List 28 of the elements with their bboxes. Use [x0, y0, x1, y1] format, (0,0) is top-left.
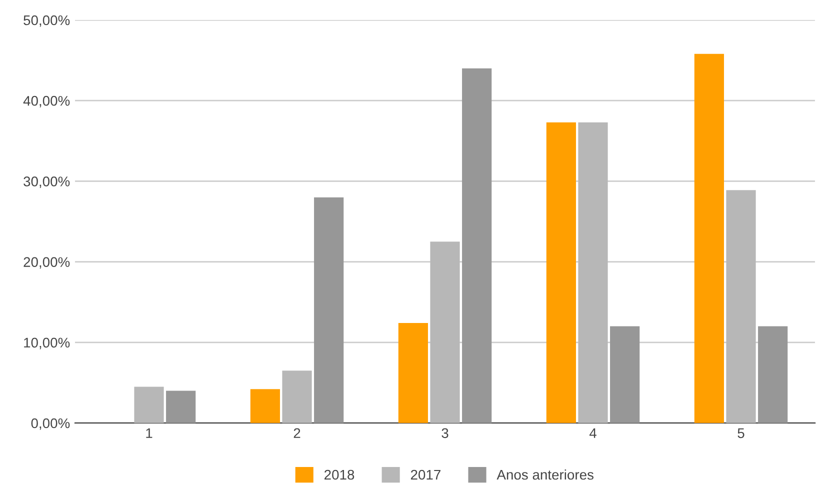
x-tick-label: 5	[738, 428, 744, 438]
y-tick-label: 40,00%	[23, 96, 70, 108]
bar	[726, 190, 756, 423]
x-tick-label: 2	[294, 428, 300, 438]
bar	[398, 323, 428, 423]
bar	[578, 122, 608, 423]
bar	[166, 390, 196, 423]
y-tick-label: 10,00%	[24, 338, 70, 350]
y-tick-label: 0,00%	[31, 418, 70, 430]
bar	[430, 242, 460, 423]
legend-label: 2018	[324, 470, 354, 480]
bar	[694, 54, 724, 423]
bar	[282, 370, 312, 423]
x-tick-label: 4	[589, 428, 596, 438]
bar	[462, 68, 492, 423]
bar	[250, 389, 280, 423]
bar	[546, 122, 576, 423]
y-tick-label: 20,00%	[24, 257, 70, 269]
bar	[134, 386, 164, 423]
bar	[314, 197, 344, 423]
y-tick-label: 50,00%	[24, 15, 70, 27]
y-tick-label: 30,00%	[24, 176, 70, 188]
legend-label: Anos anteriores	[496, 469, 594, 480]
bar	[758, 326, 788, 423]
x-tick-label: 1	[146, 428, 152, 438]
legend-label: 2017	[410, 470, 440, 480]
x-tick-label: 3	[442, 428, 448, 438]
bar	[610, 326, 640, 423]
